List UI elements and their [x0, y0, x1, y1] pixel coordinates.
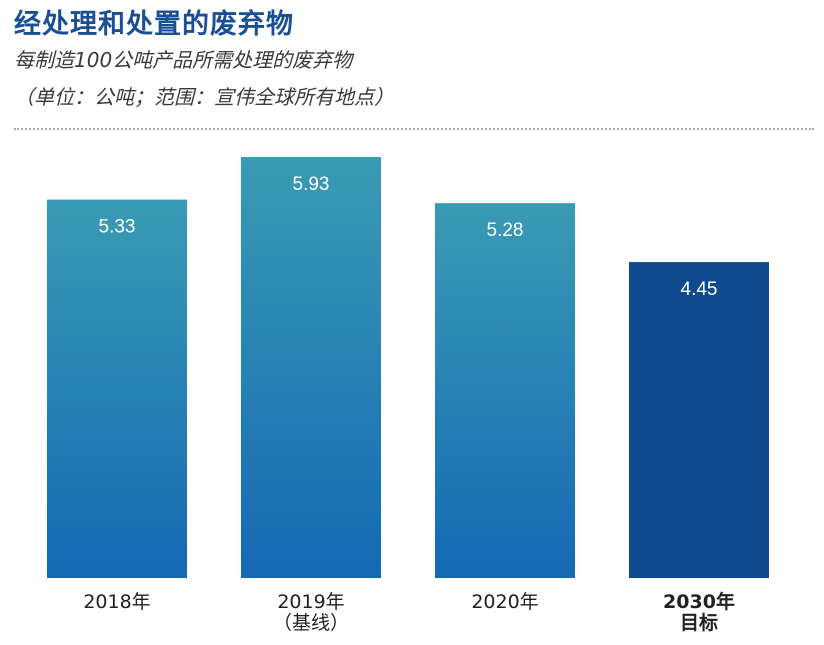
- x-tick-label-1: 2019年 （基线）: [272, 591, 349, 634]
- x-tick-label-2: 2020年: [471, 591, 539, 613]
- bar-value-label-1: 5.93: [293, 174, 330, 195]
- bar-value-label-2: 5.28: [487, 220, 524, 241]
- bar-value-label-3: 4.45: [681, 279, 718, 300]
- x-tick-label-0: 2018年: [83, 591, 151, 613]
- bar-1: [241, 157, 381, 578]
- title-divider: [14, 128, 814, 130]
- bar-2: [435, 203, 575, 578]
- chart-unit-note: （单位：公吨；范围：宣伟全球所有地点）: [14, 85, 394, 109]
- chart-title: 经处理和处置的废弃物: [14, 9, 294, 40]
- x-tick-label-3: 2030年 目标: [663, 591, 735, 634]
- bar-value-label-0: 5.33: [99, 217, 136, 238]
- bar-0: [47, 199, 187, 578]
- bar-3: [629, 262, 769, 578]
- chart-subtitle: 每制造100公吨产品所需处理的废弃物: [14, 48, 353, 72]
